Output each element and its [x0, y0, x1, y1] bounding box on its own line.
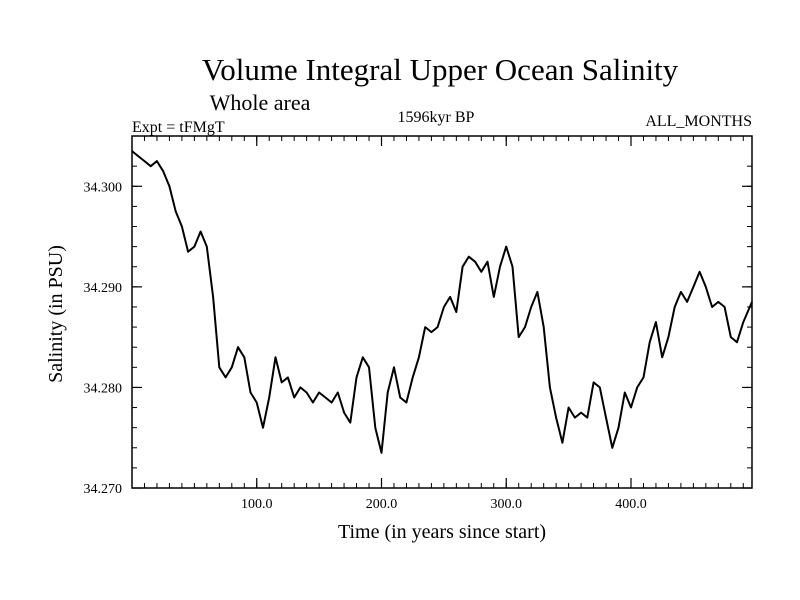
months-label: ALL_MONTHS: [645, 113, 752, 130]
x-axis-label: Time (in years since start): [338, 521, 546, 543]
experiment-label: Expt = tFMgT: [132, 119, 225, 136]
period-label: 1596kyr BP: [398, 109, 475, 126]
x-tick-label: 300.0: [490, 497, 522, 512]
y-tick-label: 34.280: [84, 381, 123, 396]
x-tick-label: 200.0: [366, 497, 398, 512]
axes: 100.0 200.0 300.0 400.0 34.270 34.280 34.290 34…: [84, 135, 753, 512]
salinity-series-line: [131, 150, 753, 454]
y-axis-label: Salinity (in PSU): [45, 245, 67, 383]
x-tick-label: 100.0: [241, 497, 273, 512]
x-tick-label: 400.0: [615, 497, 647, 512]
y-tick-label: 34.300: [84, 180, 123, 195]
chart-subtitle: Whole area: [210, 90, 311, 115]
y-tick-label: 34.290: [84, 281, 123, 296]
chart-title: Volume Integral Upper Ocean Salinity: [202, 52, 679, 87]
y-tick-label: 34.270: [84, 482, 123, 497]
plot-frame: [131, 135, 753, 489]
